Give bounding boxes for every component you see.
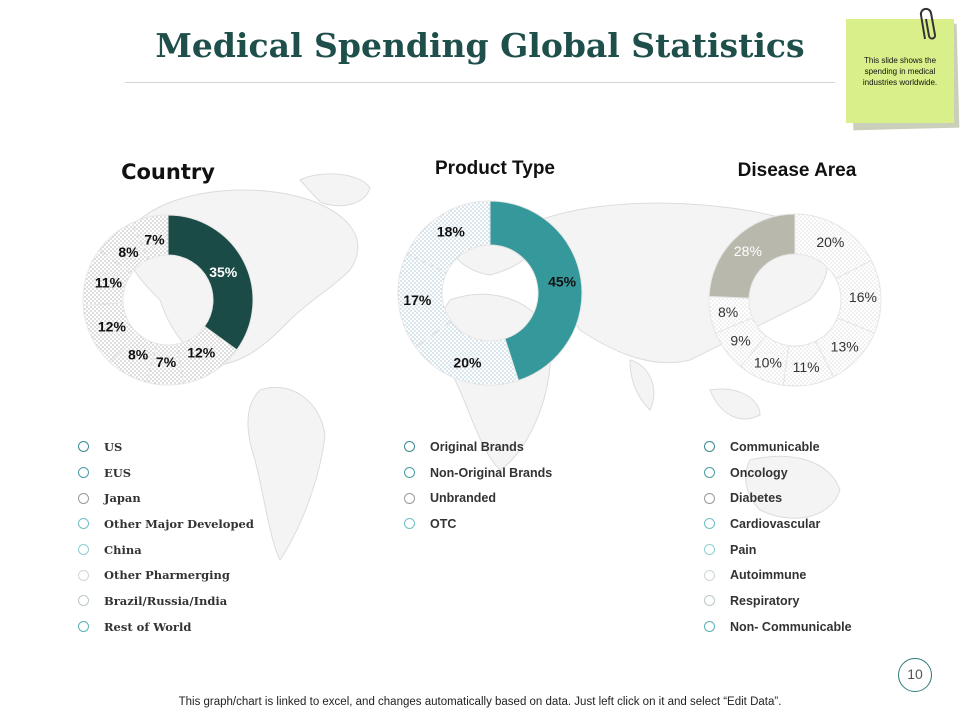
donut-slice	[406, 200, 491, 274]
legend-marker-icon	[704, 595, 715, 607]
legend-marker-icon	[704, 569, 715, 581]
legend-item: Cardiovascular	[704, 511, 852, 537]
legend-item: EUS	[78, 460, 254, 486]
legend-label: Non-Original Brands	[430, 465, 553, 480]
legend-marker-icon	[404, 467, 415, 479]
product-type-legend: Original Brands Non-Original Brands Unbran…	[404, 434, 552, 537]
legend-item: Other Pharmerging	[78, 562, 254, 588]
data-label: 45%	[548, 274, 577, 290]
legend-label: Autoimmune	[730, 568, 807, 583]
legend-label: Oncology	[730, 465, 788, 480]
footer-note: This graph/chart is linked to excel, and…	[178, 696, 782, 708]
legend-label: Japan	[104, 491, 141, 506]
data-label: 10%	[754, 354, 782, 370]
data-label: 20%	[453, 354, 482, 370]
legend-item: Brazil/Russia/India	[78, 588, 254, 614]
legend-item: OTC	[404, 511, 552, 537]
disease-area-legend: Communicable Oncology Diabetes Cardiovascul…	[704, 434, 852, 640]
legend-marker-icon	[404, 492, 415, 504]
legend-label: Respiratory	[730, 593, 800, 608]
data-label: 12%	[187, 344, 216, 360]
legend-item: Pain	[704, 537, 852, 563]
chart-title-product-type: Product Type	[435, 158, 555, 179]
legend-label: OTC	[430, 516, 457, 531]
chart-title-country: Country	[121, 160, 215, 184]
legend-label: China	[104, 542, 142, 557]
legend-marker-icon	[704, 441, 715, 453]
legend-label: Non- Communicable	[730, 619, 852, 634]
legend-marker-icon	[78, 621, 89, 633]
data-label: 18%	[437, 223, 466, 239]
legend-label: Pain	[730, 542, 757, 557]
data-label: 9%	[730, 333, 750, 349]
legend-label: Unbranded	[430, 491, 496, 506]
data-label: 17%	[403, 292, 432, 308]
legend-item: Autoimmune	[704, 562, 852, 588]
legend-marker-icon	[78, 467, 89, 479]
data-label: 7%	[144, 231, 165, 247]
donut-slice	[167, 214, 254, 351]
legend-label: EUS	[104, 465, 132, 480]
data-label: 11%	[793, 359, 820, 375]
page-number: 10	[898, 658, 932, 692]
legend-item: Non- Communicable	[704, 614, 852, 640]
legend-marker-icon	[704, 492, 715, 504]
title-divider	[125, 82, 835, 83]
data-label: 35%	[209, 264, 238, 280]
legend-item: Diabetes	[704, 485, 852, 511]
legend-label: US	[104, 439, 123, 454]
legend-item: Japan	[78, 485, 254, 511]
legend-item: Non-Original Brands	[404, 460, 552, 486]
legend-item: China	[78, 537, 254, 563]
data-label: 8%	[128, 346, 149, 362]
legend-marker-icon	[704, 544, 715, 556]
legend-marker-icon	[78, 595, 89, 607]
data-label: 11%	[95, 275, 123, 291]
legend-marker-icon	[78, 544, 89, 556]
chart-title-disease-area: Disease Area	[737, 160, 857, 181]
donut-slice	[708, 213, 796, 299]
legend-label: Original Brands	[430, 439, 524, 454]
data-label: 20%	[816, 234, 844, 250]
donut-slice	[489, 200, 583, 382]
data-label: 8%	[118, 244, 139, 260]
legend-item: Original Brands	[404, 434, 552, 460]
legend-label: Brazil/Russia/India	[104, 593, 228, 608]
legend-item: Communicable	[704, 434, 852, 460]
legend-label: Communicable	[730, 439, 820, 454]
legend-marker-icon	[78, 441, 89, 453]
legend-marker-icon	[404, 441, 415, 453]
legend-label: Rest of World	[104, 619, 192, 634]
legend-marker-icon	[78, 569, 89, 581]
legend-item: Respiratory	[704, 588, 852, 614]
legend-item: Unbranded	[404, 485, 552, 511]
legend-label: Other Pharmerging	[104, 568, 230, 583]
donut-slice	[131, 214, 169, 260]
data-label: 8%	[718, 304, 738, 320]
legend-marker-icon	[78, 492, 89, 504]
legend-marker-icon	[704, 518, 715, 530]
paperclip-icon	[919, 7, 936, 40]
data-label: 13%	[831, 338, 859, 354]
slide-title: Medical Spending Global Statistics	[155, 26, 805, 65]
legend-label: Diabetes	[730, 491, 783, 506]
legend-label: Cardiovascular	[730, 516, 821, 531]
legend-marker-icon	[78, 518, 89, 530]
data-label: 7%	[156, 354, 177, 370]
legend-marker-icon	[704, 621, 715, 633]
data-label: 16%	[849, 289, 877, 305]
legend-item: US	[78, 434, 254, 460]
legend-item: Oncology	[704, 460, 852, 486]
legend-item: Other Major Developed	[78, 511, 254, 537]
data-label: 12%	[98, 318, 127, 334]
legend-marker-icon	[704, 467, 715, 479]
legend-item: Rest of World	[78, 614, 254, 640]
legend-marker-icon	[404, 518, 415, 530]
country-legend: US EUS Japan Other Major Developed China Othe…	[78, 434, 254, 640]
legend-label: Other Major Developed	[104, 516, 254, 531]
data-label: 28%	[734, 243, 762, 259]
